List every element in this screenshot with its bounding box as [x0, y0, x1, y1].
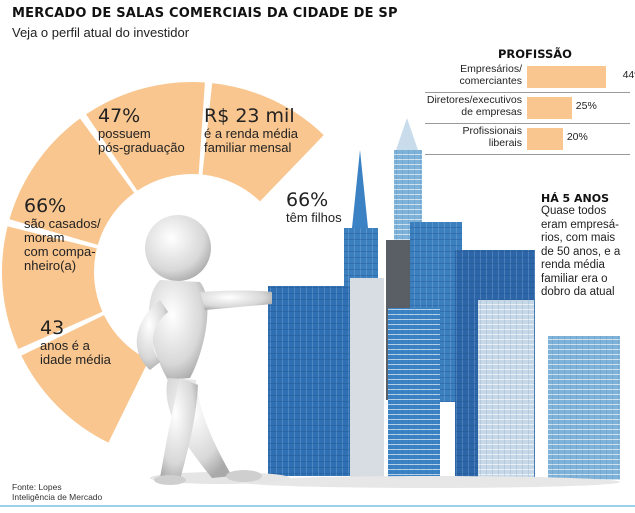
- profession-value-label: 25%: [575, 100, 597, 112]
- segment-age-value: 43: [40, 317, 65, 339]
- segment-married-line-3: com compa-: [24, 243, 96, 259]
- note-heading: HÁ 5 ANOS: [541, 192, 610, 205]
- chart-title: MERCADO DE SALAS COMERCIAIS DA CIDADE DE…: [12, 6, 398, 21]
- note-line: Quase todos: [541, 205, 607, 217]
- segment-children-value: 66%: [286, 189, 329, 211]
- profession-label-line: de empresas: [461, 105, 522, 118]
- illustration: [136, 118, 620, 488]
- segment-children-wedge: [202, 83, 324, 202]
- source-line-1: Fonte: Lopes: [12, 482, 62, 492]
- segment-income-value: R$ 23 mil: [204, 105, 295, 127]
- segment-postgrad-text: 47% possuem pós-graduação: [98, 106, 185, 155]
- segment-married-line-4: nheiro(a): [24, 257, 77, 273]
- segment-married-wedge: [2, 226, 103, 349]
- human-figure-illustration: [136, 215, 290, 485]
- chart-subtitle: Veja o perfil atual do investidor: [12, 25, 190, 40]
- profession-value-label: 20%: [566, 131, 588, 143]
- segment-postgrad-value: 47%: [98, 105, 141, 127]
- segment-married-line-1: são casados/: [24, 215, 101, 231]
- profession-label-line: Empresários/: [460, 63, 522, 75]
- profession-row: Profissionais liberais 20%: [425, 124, 630, 155]
- source-credit: Fonte: Lopes Inteligência de Mercado: [12, 482, 102, 502]
- segment-age-wedge: [21, 315, 149, 443]
- segment-age-line-1: anos é a: [40, 337, 90, 353]
- profession-row: Diretores/executivos de empresas 25%: [425, 93, 630, 124]
- note-line: rios, com mais: [541, 232, 616, 245]
- note-line: de 50 anos, e a: [541, 245, 621, 258]
- profession-label: Diretores/executivos de empresas: [402, 94, 522, 119]
- profession-label-line: Diretores/executivos: [426, 94, 522, 106]
- segment-age-line-2: idade média: [40, 351, 111, 367]
- segment-married-line-2: moram: [24, 229, 65, 245]
- profession-label-line: Profissionais: [462, 125, 522, 137]
- segment-married-value: 66%: [24, 195, 67, 217]
- profession-bar: [527, 97, 572, 119]
- buildings-illustration: [240, 118, 620, 488]
- note-line: eram empresá-: [541, 218, 619, 231]
- note-line: renda média: [541, 259, 605, 272]
- note-line: familiar era o: [541, 272, 608, 285]
- note-body: Quase todos eram empresá- rios, com mais…: [541, 205, 633, 300]
- segment-children-text: 66% têm filhos: [286, 190, 342, 225]
- segment-children-line-1: têm filhos: [286, 209, 342, 225]
- segment-age-text: 43 anos é a idade média: [40, 318, 111, 367]
- segment-income-text: R$ 23 mil é a renda média familiar mensa…: [204, 106, 298, 155]
- profession-bar: [527, 128, 563, 150]
- profession-label-line: comerciantes: [459, 74, 522, 87]
- profession-row: Empresários/comerciantes 44%: [425, 62, 635, 93]
- profession-label: Profissionais liberais: [402, 125, 522, 150]
- segment-income-line-2: familiar mensal: [204, 139, 292, 155]
- source-line-2: Inteligência de Mercado: [12, 492, 103, 503]
- profession-label: Empresários/comerciantes: [402, 63, 522, 88]
- note-line: dobro da atual: [541, 286, 615, 299]
- profession-bar: [527, 66, 606, 88]
- bottom-rule: [0, 505, 635, 507]
- profession-chart-title: PROFISSÃO: [498, 47, 572, 61]
- segment-married-text: 66% são casados/ moram com compa- nheiro…: [24, 196, 101, 273]
- profession-value-label: 44%: [622, 69, 635, 81]
- segment-income-wedge: [86, 82, 205, 191]
- profession-label-line: liberais: [488, 136, 522, 149]
- segment-postgrad-wedge: [9, 118, 135, 245]
- segment-postgrad-line-2: pós-graduação: [98, 139, 185, 155]
- segment-income-line-1: é a renda média: [204, 125, 298, 141]
- segment-postgrad-line-1: possuem: [98, 125, 151, 141]
